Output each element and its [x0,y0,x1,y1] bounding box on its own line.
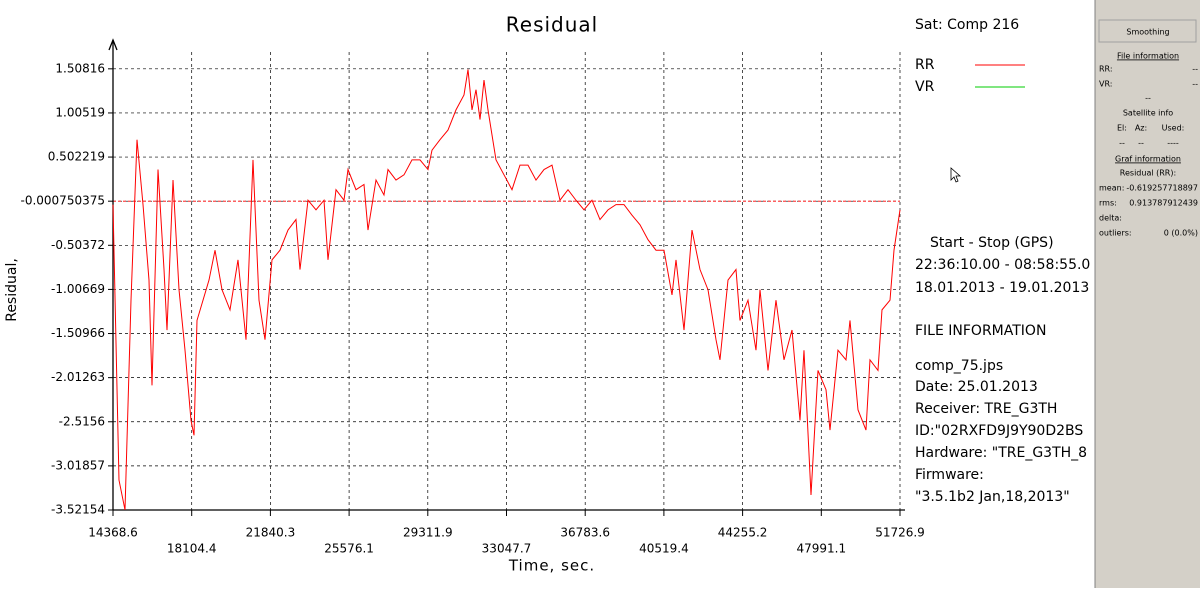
panel-title[interactable]: Smoothing [1126,28,1169,37]
delta-label: delta: [1099,214,1122,223]
x-tick-label: 36783.6 [560,526,610,540]
y-tick-label: 1.00519 [55,105,105,119]
start-stop: Start - Stop (GPS) [930,235,1054,251]
firmware-value: "3.5.1b2 Jan,18,2013" [915,489,1070,505]
x-tick-label: 14368.6 [88,526,138,540]
x-tick-label: 44255.2 [718,526,768,540]
receiver-id: ID:"02RXFD9J9Y90D2BS [915,423,1083,439]
legend-label: RR [915,57,935,73]
sat-info: Satellite info [1123,109,1173,118]
x-tick-label: 40519.4 [639,542,689,556]
firmware: Firmware: [915,467,984,483]
mean-label: mean: [1099,184,1124,193]
outliers-label: outliers: [1099,229,1132,238]
y-tick-label: -2.01263 [51,370,105,384]
residual-label: Residual (RR): [1120,169,1176,178]
time-range: 22:36:10.00 - 08:58:55.0 [915,257,1090,273]
az-label: Az: [1135,124,1147,133]
x-tick-label: 18104.4 [167,542,217,556]
x-axis-label: Time, sec. [508,557,595,575]
rms-value: 0.913787912439 [1129,199,1198,208]
smoothing-box[interactable] [1098,19,1197,43]
y-tick-label: 0.502219 [48,150,105,164]
mean-value: -0.619257718897 [1126,184,1198,193]
x-tick-label: 47991.1 [796,542,846,556]
file-header: FILE INFORMATION [915,323,1046,339]
y-axis-label: Residual, [4,258,20,322]
info-area: Sat: Comp 216 Start - Stop (GPS) 22:36:1… [915,17,1090,505]
y-tick-label: -3.52154 [51,503,105,517]
sat-label: Sat: Comp 216 [915,17,1019,33]
file-info: File information [1117,52,1179,61]
x-tick-label: 21840.3 [246,526,296,540]
file-name: comp_75.jps [915,358,1003,374]
mouse-cursor [950,167,962,183]
y-tick-label: -0.50372 [51,238,105,252]
chart-title: Residual [506,13,598,37]
x-tick-label: 33047.7 [482,542,532,556]
y-axis-arrow [108,38,118,51]
legend-label: VR [915,79,935,95]
y-tick-label: -1.50966 [51,326,105,340]
y-tick-label: -1.00669 [51,282,105,296]
receiver: Receiver: TRE_G3TH [915,401,1057,417]
x-tick-label: 51726.9 [875,526,925,540]
side-panel: Smoothing File information RR: -- VR: --… [1094,0,1200,588]
x-tick-label: 29311.9 [403,526,453,540]
file-date: Date: 25.01.2013 [915,379,1038,395]
y-tick-label: -0.000750375 [21,194,106,208]
vr-value: -- [1192,80,1198,89]
data-line [112,69,901,510]
az-value: -- [1138,139,1144,148]
plot: 1.50816 1.00519 0.502219 -0.000750375 -0.503… [21,38,925,556]
y-tick-label: 1.50816 [55,61,105,75]
rr-label: RR: [1099,65,1113,74]
el-label: El: [1117,124,1127,133]
rms-label: rms: [1099,199,1117,208]
x-tick-label: 25576.1 [324,542,374,556]
date-range: 18.01.2013 - 19.01.2013 [915,280,1089,296]
y-tick-label: -3.01857 [51,458,105,472]
graf-info: Graf information [1115,155,1181,164]
used-label: Used: [1162,124,1185,133]
y-tick-label: -2.5156 [59,414,105,428]
dash: -- [1145,94,1151,103]
rr-value: -- [1192,65,1198,74]
hardware: Hardware: "TRE_G3TH_8 [915,445,1087,461]
outliers-value: 0 (0.0%) [1164,229,1198,238]
used-value: ---- [1167,139,1179,148]
panel-bg [1095,0,1200,588]
el-value: -- [1119,139,1125,148]
vr-label: VR: [1099,80,1112,89]
